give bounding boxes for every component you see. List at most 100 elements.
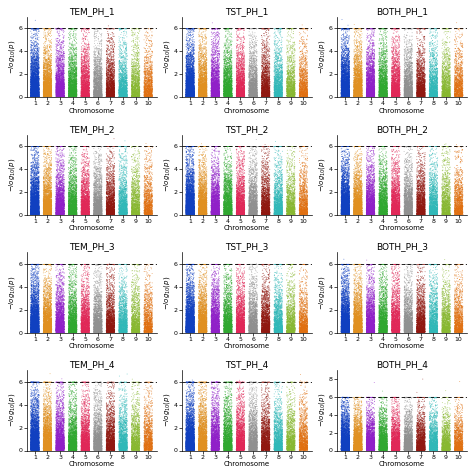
Point — [433, 192, 440, 200]
Point — [144, 93, 151, 100]
Point — [236, 287, 243, 294]
Point — [233, 91, 241, 99]
Point — [383, 441, 390, 448]
Point — [46, 197, 54, 205]
Point — [78, 430, 85, 438]
Point — [128, 442, 136, 450]
Point — [93, 91, 100, 98]
Point — [73, 429, 80, 437]
Point — [389, 328, 397, 335]
Point — [433, 324, 441, 332]
Point — [123, 324, 131, 331]
Point — [440, 320, 447, 328]
Point — [31, 90, 38, 98]
Point — [94, 199, 101, 207]
Point — [28, 91, 36, 98]
Point — [272, 446, 280, 454]
Point — [402, 423, 410, 431]
Point — [33, 199, 41, 206]
Point — [109, 75, 116, 83]
Point — [351, 319, 358, 326]
Point — [187, 84, 195, 91]
Point — [251, 447, 258, 454]
Point — [82, 211, 89, 219]
Point — [128, 412, 135, 420]
Point — [278, 446, 285, 454]
Point — [56, 73, 64, 81]
Point — [188, 419, 195, 426]
Point — [391, 190, 398, 197]
Point — [35, 91, 43, 99]
Point — [182, 442, 190, 449]
Point — [135, 186, 143, 194]
Point — [120, 446, 128, 454]
Point — [228, 324, 235, 332]
Point — [301, 187, 308, 194]
Point — [377, 75, 385, 82]
Point — [210, 399, 217, 406]
Point — [221, 378, 229, 386]
Point — [284, 53, 292, 60]
Point — [403, 80, 411, 87]
Point — [301, 189, 308, 196]
Point — [202, 314, 210, 321]
Point — [41, 187, 48, 195]
Point — [285, 445, 292, 453]
Point — [68, 207, 76, 214]
Point — [409, 443, 416, 451]
Point — [338, 207, 346, 214]
Point — [34, 425, 41, 432]
Point — [133, 86, 141, 93]
Point — [431, 328, 438, 336]
Point — [340, 194, 348, 201]
Point — [27, 315, 35, 323]
Point — [28, 420, 36, 428]
Point — [419, 207, 426, 214]
Point — [28, 434, 36, 442]
Point — [69, 191, 76, 199]
Point — [458, 197, 465, 204]
Point — [186, 76, 193, 84]
Point — [342, 208, 349, 215]
Point — [381, 83, 389, 91]
Point — [253, 85, 261, 92]
Point — [395, 441, 403, 448]
Point — [274, 50, 282, 57]
Point — [239, 202, 247, 210]
Point — [228, 415, 236, 422]
Point — [404, 210, 411, 218]
Point — [59, 447, 66, 454]
Point — [356, 445, 364, 453]
Point — [202, 70, 210, 77]
Point — [43, 205, 50, 212]
Point — [252, 55, 259, 62]
Point — [455, 425, 462, 432]
Point — [105, 25, 113, 33]
Point — [428, 204, 435, 212]
Point — [302, 175, 310, 182]
Point — [136, 199, 144, 206]
Point — [338, 437, 346, 444]
Point — [182, 325, 190, 332]
Point — [234, 56, 241, 64]
Point — [186, 435, 193, 443]
Point — [52, 323, 60, 331]
Point — [340, 316, 348, 324]
Point — [199, 325, 207, 332]
Point — [288, 85, 296, 92]
Point — [57, 414, 65, 421]
Point — [416, 323, 423, 330]
Point — [208, 446, 215, 453]
Point — [211, 327, 219, 335]
Point — [263, 200, 270, 208]
Point — [264, 207, 272, 215]
Point — [47, 435, 55, 443]
Point — [105, 182, 112, 190]
Point — [129, 402, 137, 410]
Point — [73, 171, 80, 179]
Point — [80, 437, 87, 445]
Point — [190, 425, 197, 432]
Point — [239, 425, 247, 432]
Point — [370, 326, 378, 334]
Point — [351, 307, 358, 315]
